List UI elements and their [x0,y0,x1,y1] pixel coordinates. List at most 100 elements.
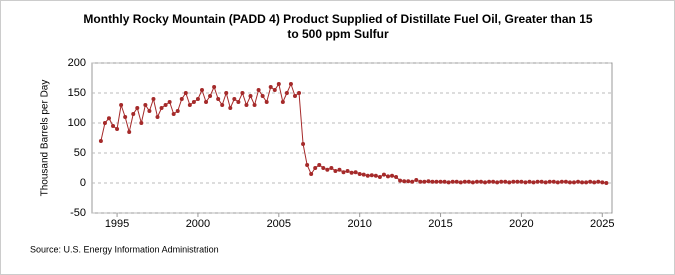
data-point [353,170,358,175]
data-point [499,179,504,184]
data-point [559,179,564,184]
data-point [491,179,496,184]
data-point [208,94,213,98]
data-point [365,173,370,178]
data-point [503,179,508,184]
data-point [394,175,399,179]
data-point [507,180,512,185]
data-point [183,91,188,95]
data-point [131,112,136,116]
data-point [430,179,435,184]
data-point [478,179,483,184]
data-point [147,109,152,113]
data-point [288,82,293,86]
data-point [115,127,120,131]
data-point [446,180,451,185]
data-point [531,180,536,185]
data-point [337,167,342,172]
y-tick-label: 150 [68,87,86,99]
data-point [567,180,572,185]
data-point [555,180,560,185]
data-point [438,179,443,184]
data-point [151,97,156,101]
data-point [547,179,552,184]
x-tick-label: 2025 [590,218,614,230]
data-point [212,85,217,89]
data-point [252,103,257,107]
data-point [390,173,395,178]
data-point [527,179,532,184]
data-point [402,179,407,184]
data-point [450,179,455,184]
data-point [256,88,261,92]
data-point [539,179,544,184]
data-point [135,106,140,110]
data-point [580,180,585,185]
data-point [280,100,285,104]
data-point [487,179,492,184]
data-point [305,163,310,167]
data-point [341,170,346,175]
data-point [102,121,107,125]
data-point [220,103,225,107]
data-point [543,180,548,185]
data-point [236,100,241,104]
data-point [369,173,374,178]
data-point [248,94,253,98]
data-point [442,179,447,184]
data-point [191,100,196,104]
x-tick-label: 2015 [428,218,452,230]
data-point [240,91,245,95]
data-point [163,103,168,107]
data-point [309,172,314,176]
data-point [418,179,423,184]
data-point [349,170,354,175]
chart-title: Monthly Rocky Mountain (PADD 4) Product … [83,12,592,41]
data-point [272,88,277,92]
data-point [179,97,184,101]
data-point [297,91,302,95]
data-point [317,163,322,167]
data-point [604,181,609,185]
data-point [155,115,160,119]
data-point [171,112,176,116]
data-point [584,180,589,185]
data-point [333,169,338,173]
data-point [139,121,144,125]
data-point [576,179,581,184]
data-point [535,179,540,184]
x-tick-label: 2020 [509,218,533,230]
data-point [301,142,306,146]
data-point [462,179,467,184]
data-point [406,179,411,184]
data-point [260,94,265,98]
data-point [228,106,233,110]
x-tick-label: 1995 [105,218,129,230]
data-point [244,103,249,107]
data-point [483,180,488,185]
data-point [361,172,366,177]
y-tick-label: 0 [80,177,86,189]
data-point [357,172,362,176]
data-point [600,180,605,185]
data-point [515,179,520,184]
y-axis-label: Thousand Barrels per Day [40,80,51,197]
data-point [276,82,281,86]
data-point [495,180,500,185]
data-point [563,179,568,184]
data-point [385,174,390,179]
data-point [232,97,237,101]
data-point [175,109,180,113]
data-point [381,172,386,177]
data-point [398,178,403,183]
data-point [458,180,463,185]
data-point [325,167,330,172]
data-point [98,139,103,143]
data-point [588,179,593,184]
data-point [571,180,576,185]
data-point [264,100,269,104]
data-point [523,180,528,185]
data-point [111,124,116,128]
